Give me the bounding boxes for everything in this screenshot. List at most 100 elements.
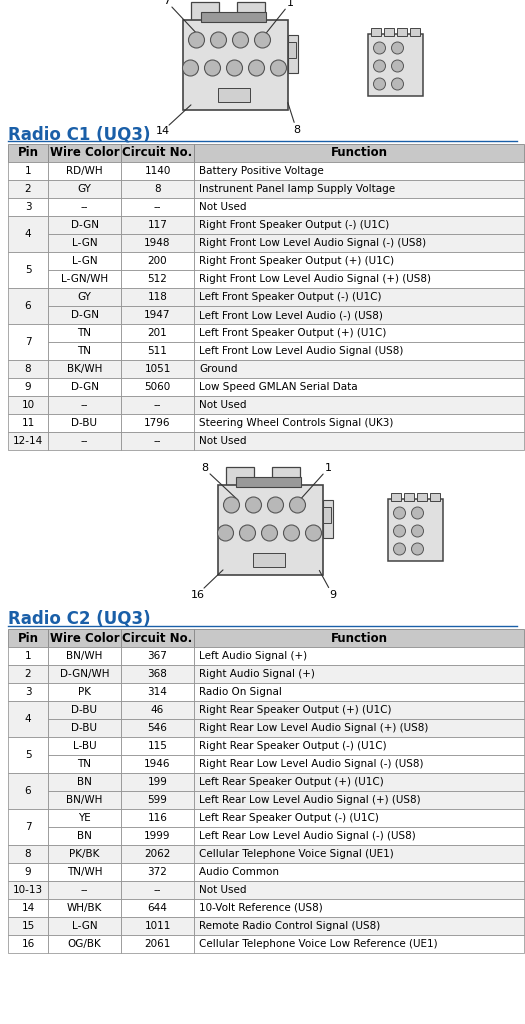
Bar xyxy=(48,683,121,701)
Text: 10-Volt Reference (US8): 10-Volt Reference (US8) xyxy=(199,903,323,913)
Bar xyxy=(194,701,524,719)
Text: 4: 4 xyxy=(25,229,32,239)
Bar xyxy=(194,719,524,737)
Text: 2061: 2061 xyxy=(144,939,171,949)
Bar xyxy=(48,935,121,953)
Text: 9: 9 xyxy=(25,867,32,877)
Bar xyxy=(387,499,443,561)
Text: 3: 3 xyxy=(25,687,32,697)
Circle shape xyxy=(261,525,278,541)
Text: 5060: 5060 xyxy=(144,382,171,392)
Text: Right Front Low Level Audio Signal (-) (US8): Right Front Low Level Audio Signal (-) (… xyxy=(199,238,426,248)
Text: GY: GY xyxy=(78,292,91,302)
Text: Not Used: Not Used xyxy=(199,202,247,212)
Bar xyxy=(194,198,524,216)
Bar xyxy=(121,162,194,180)
Bar xyxy=(121,773,194,791)
Bar xyxy=(194,234,524,252)
Bar xyxy=(121,360,194,378)
Bar xyxy=(194,809,524,827)
Bar xyxy=(236,2,265,22)
Text: Left Front Speaker Output (+) (U1C): Left Front Speaker Output (+) (U1C) xyxy=(199,328,386,338)
Bar xyxy=(121,180,194,198)
Text: D-BU: D-BU xyxy=(71,705,98,715)
Text: Left Rear Low Level Audio Signal (-) (US8): Left Rear Low Level Audio Signal (-) (US… xyxy=(199,831,416,841)
Text: Wire Color: Wire Color xyxy=(50,146,119,160)
Bar xyxy=(371,28,381,36)
Bar xyxy=(8,432,48,450)
Text: 4: 4 xyxy=(25,714,32,724)
Circle shape xyxy=(246,497,261,513)
Text: Cellular Telephone Voice Signal (UE1): Cellular Telephone Voice Signal (UE1) xyxy=(199,849,394,859)
Circle shape xyxy=(306,525,321,541)
Bar xyxy=(194,342,524,360)
Bar xyxy=(121,378,194,396)
Bar xyxy=(48,180,121,198)
Text: 314: 314 xyxy=(148,687,167,697)
Bar xyxy=(404,493,414,501)
Bar xyxy=(429,493,439,501)
Circle shape xyxy=(183,60,198,76)
Bar xyxy=(396,28,406,36)
Bar xyxy=(121,432,194,450)
Circle shape xyxy=(188,32,205,48)
Bar xyxy=(121,144,194,162)
Bar xyxy=(121,270,194,288)
Text: BN: BN xyxy=(77,831,92,841)
Bar xyxy=(121,342,194,360)
Circle shape xyxy=(392,42,404,54)
Bar xyxy=(8,414,48,432)
Text: 15: 15 xyxy=(22,921,35,931)
Text: TN: TN xyxy=(78,759,91,769)
Text: YE: YE xyxy=(78,813,91,823)
Text: 511: 511 xyxy=(148,346,167,356)
Bar xyxy=(8,899,48,918)
Bar xyxy=(236,477,300,487)
Bar xyxy=(121,755,194,773)
Bar xyxy=(121,396,194,414)
Text: Right Audio Signal (+): Right Audio Signal (+) xyxy=(199,669,315,679)
Bar xyxy=(121,324,194,342)
Text: 1011: 1011 xyxy=(144,921,171,931)
Text: D-BU: D-BU xyxy=(71,723,98,733)
Text: 1948: 1948 xyxy=(144,238,171,248)
Bar xyxy=(194,791,524,809)
Bar xyxy=(121,845,194,863)
Text: Steering Wheel Controls Signal (UK3): Steering Wheel Controls Signal (UK3) xyxy=(199,418,393,428)
Bar xyxy=(194,162,524,180)
Circle shape xyxy=(394,507,405,519)
Text: 1999: 1999 xyxy=(144,831,171,841)
Text: 1140: 1140 xyxy=(144,166,171,176)
Text: 201: 201 xyxy=(148,328,167,338)
Bar xyxy=(121,216,194,234)
Bar xyxy=(416,493,426,501)
Text: Right Front Low Level Audio Signal (+) (US8): Right Front Low Level Audio Signal (+) (… xyxy=(199,274,431,284)
Bar xyxy=(8,252,48,288)
Circle shape xyxy=(373,60,385,72)
Bar xyxy=(48,378,121,396)
Text: Left Front Low Level Audio Signal (US8): Left Front Low Level Audio Signal (US8) xyxy=(199,346,403,356)
Text: 12-14: 12-14 xyxy=(13,436,43,446)
Bar xyxy=(121,306,194,324)
Bar xyxy=(121,414,194,432)
Text: --: -- xyxy=(154,400,161,410)
Bar xyxy=(121,701,194,719)
Bar xyxy=(48,324,121,342)
Text: Left Front Low Level Audio (-) (US8): Left Front Low Level Audio (-) (US8) xyxy=(199,310,383,319)
Bar xyxy=(8,935,48,953)
Bar xyxy=(48,773,121,791)
Text: 9: 9 xyxy=(25,382,32,392)
Bar xyxy=(410,28,419,36)
Bar xyxy=(48,342,121,360)
Bar xyxy=(194,378,524,396)
Bar xyxy=(48,863,121,881)
Circle shape xyxy=(226,60,243,76)
Text: 116: 116 xyxy=(148,813,167,823)
Bar xyxy=(48,701,121,719)
Text: 644: 644 xyxy=(148,903,167,913)
Circle shape xyxy=(270,60,287,76)
Bar xyxy=(194,935,524,953)
Bar xyxy=(253,553,285,567)
Text: GY: GY xyxy=(78,184,91,194)
Text: 5: 5 xyxy=(25,265,32,275)
